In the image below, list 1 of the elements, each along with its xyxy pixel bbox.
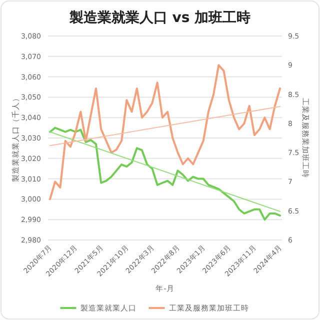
chart-title: 製造業就業人口 vs 加班工時 xyxy=(68,10,251,26)
